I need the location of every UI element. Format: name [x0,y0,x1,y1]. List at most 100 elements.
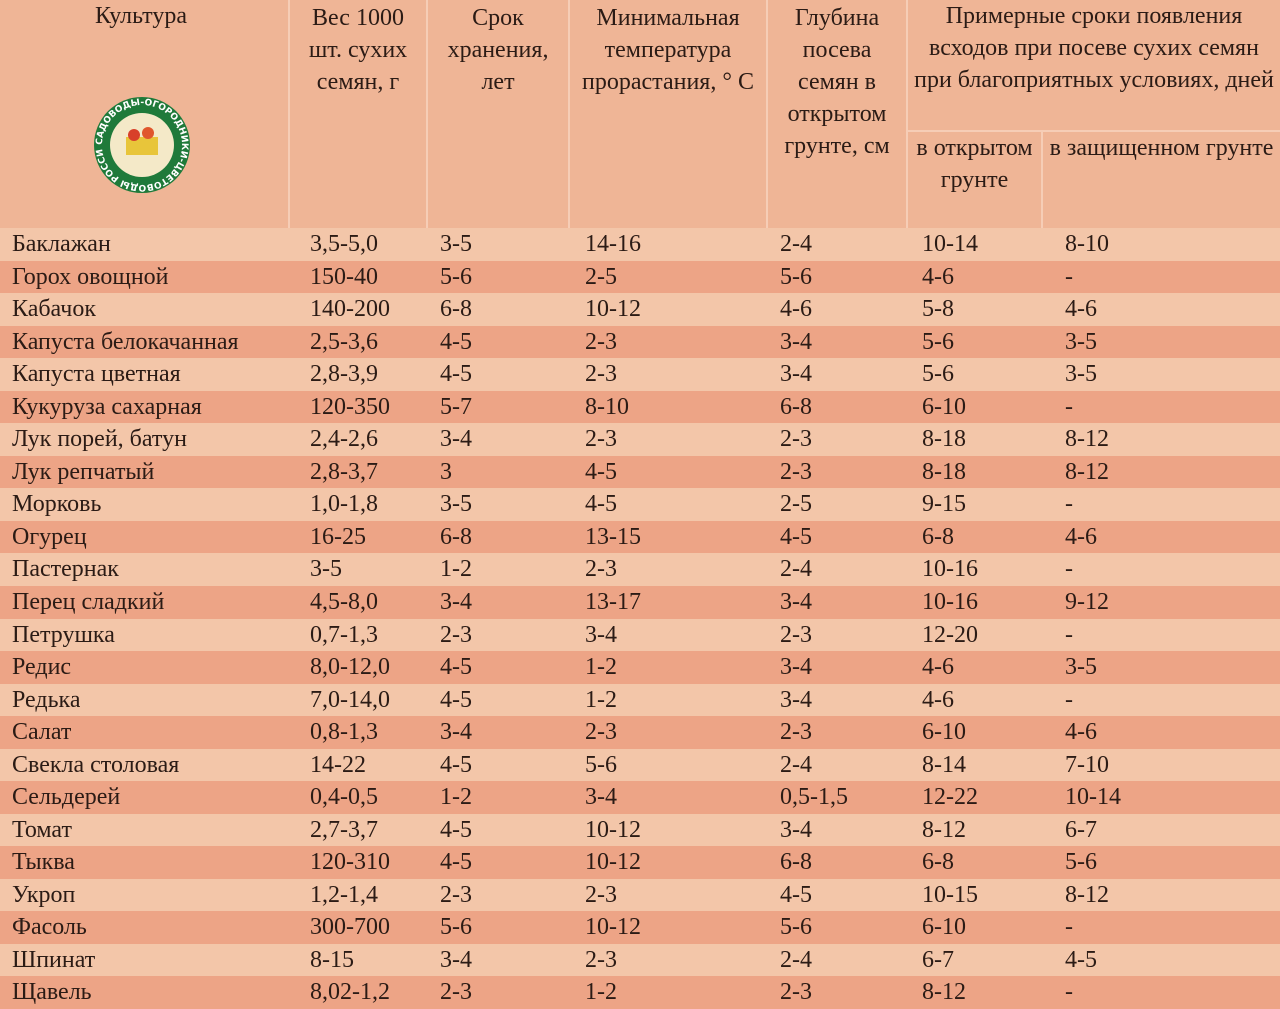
cell-temperature: 13-17 [585,588,641,615]
cell-protected-ground: 5-6 [1065,849,1097,876]
cell-storage: 4-5 [440,816,472,843]
logo-cart [126,137,158,155]
cell-depth: 5-6 [780,263,812,290]
cell-open-ground: 10-16 [922,588,978,615]
cell-crop: Салат [12,719,72,746]
cell-open-ground: 4-6 [922,654,954,681]
cell-open-ground: 6-7 [922,946,954,973]
cell-open-ground: 8-14 [922,751,966,778]
cell-weight: 3,5-5,0 [310,231,378,257]
header-open: в открытом грунте [908,130,1043,228]
cell-temperature: 3-4 [585,784,617,811]
table-row: Перец сладкий 4,5-8,0 3-4 13-17 3-4 10-16 9-12 [0,585,1280,619]
cell-storage: 4-5 [440,361,472,388]
cell-protected-ground: 4-6 [1065,523,1097,550]
cell-depth: 4-6 [780,296,812,323]
header-weight: Вес 1000 шт. сухих семян, г [290,0,428,228]
cell-depth: 3-4 [780,816,812,843]
cell-weight: 300-700 [310,914,390,941]
cell-crop: Перец сладкий [12,588,165,615]
cell-protected-ground: 6-7 [1065,816,1097,843]
cell-crop: Редька [12,686,81,713]
cell-protected-ground: 9-12 [1065,588,1109,615]
logo-flower [128,129,140,141]
cell-crop: Кукуруза сахарная [12,393,202,420]
cell-crop: Лук репчатый [12,458,155,485]
header-crop: Культура [0,0,290,228]
cell-temperature: 2-3 [585,556,617,583]
cell-depth: 0,5-1,5 [780,784,848,811]
table-row: Баклажан 3,5-5,0 3-5 14-16 2-4 10-14 8-10 [0,228,1280,261]
cell-temperature: 2-3 [585,719,617,746]
cell-temperature: 8-10 [585,393,629,420]
table-row: Лук порей, батун 2,4-2,6 3-4 2-3 2-3 8-18 8-12 [0,423,1280,457]
table-row: Морковь 1,0-1,8 3-5 4-5 2-5 9-15 - [0,488,1280,522]
table-row: Редис 8,0-12,0 4-5 1-2 3-4 4-6 3-5 [0,651,1280,685]
cell-depth: 2-4 [780,946,812,973]
header-emergence: Примерные сроки появления всходов при по… [914,3,1274,93]
cell-crop: Лук порей, батун [12,426,187,453]
cell-protected-ground: 7-10 [1065,751,1109,778]
cell-weight: 2,7-3,7 [310,816,378,843]
cell-protected-ground: - [1065,979,1073,1006]
cell-weight: 8-15 [310,946,354,973]
cell-weight: 2,4-2,6 [310,426,378,453]
cell-depth: 2-3 [780,719,812,746]
cell-protected-ground: - [1065,686,1073,713]
cell-temperature: 13-15 [585,523,641,550]
cell-storage: 3-4 [440,426,472,453]
cell-storage: 6-8 [440,523,472,550]
table-row: Кукуруза сахарная 120-350 5-7 8-10 6-8 6-10 - [0,390,1280,424]
cell-depth: 3-4 [780,361,812,388]
cell-depth: 2-3 [780,621,812,648]
header-depth: Глубина посева семян в открытом грунте, … [768,0,908,228]
cell-open-ground: 10-14 [922,231,978,257]
cell-crop: Укроп [12,881,76,908]
cell-storage: 4-5 [440,751,472,778]
cell-crop: Тыква [12,849,75,876]
cell-temperature: 14-16 [585,231,641,257]
cell-weight: 16-25 [310,523,366,550]
cell-weight: 4,5-8,0 [310,588,378,615]
cell-storage: 2-3 [440,621,472,648]
header-storage: Срок хранения, лет [428,0,570,228]
cell-open-ground: 12-22 [922,784,978,811]
cell-weight: 120-310 [310,849,390,876]
cell-crop: Горох овощной [12,263,169,290]
cell-open-ground: 6-8 [922,523,954,550]
cell-depth: 3-4 [780,686,812,713]
cell-temperature: 1-2 [585,654,617,681]
cell-temperature: 2-3 [585,328,617,355]
cell-depth: 5-6 [780,914,812,941]
cell-open-ground: 4-6 [922,263,954,290]
cell-open-ground: 10-16 [922,556,978,583]
cell-open-ground: 6-8 [922,849,954,876]
cell-protected-ground: 4-6 [1065,296,1097,323]
cell-open-ground: 4-6 [922,686,954,713]
cell-storage: 3-4 [440,946,472,973]
cell-crop: Сельдерей [12,784,121,811]
cell-weight: 2,8-3,9 [310,361,378,388]
table-row: Фасоль 300-700 5-6 10-12 5-6 6-10 - [0,911,1280,945]
table-row: Редька 7,0-14,0 4-5 1-2 3-4 4-6 - [0,683,1280,717]
cell-depth: 2-4 [780,751,812,778]
cell-crop: Капуста белокачанная [12,328,239,355]
cell-crop: Баклажан [12,231,111,257]
cell-protected-ground: 4-6 [1065,719,1097,746]
table-row: Лук репчатый 2,8-3,7 3 4-5 2-3 8-18 8-12 [0,455,1280,489]
cell-crop: Редис [12,654,72,681]
cell-storage: 5-6 [440,914,472,941]
cell-temperature: 1-2 [585,979,617,1006]
cell-protected-ground: 4-5 [1065,946,1097,973]
cell-crop: Щавель [12,979,92,1006]
cell-temperature: 10-12 [585,296,641,323]
cell-storage: 6-8 [440,296,472,323]
cell-protected-ground: 10-14 [1065,784,1121,811]
cell-depth: 2-4 [780,556,812,583]
table-row: Капуста белокачанная 2,5-3,6 4-5 2-3 3-4 5-6 3… [0,325,1280,359]
cell-crop: Морковь [12,491,102,518]
cell-open-ground: 5-6 [922,328,954,355]
cell-temperature: 1-2 [585,686,617,713]
cell-storage: 5-7 [440,393,472,420]
